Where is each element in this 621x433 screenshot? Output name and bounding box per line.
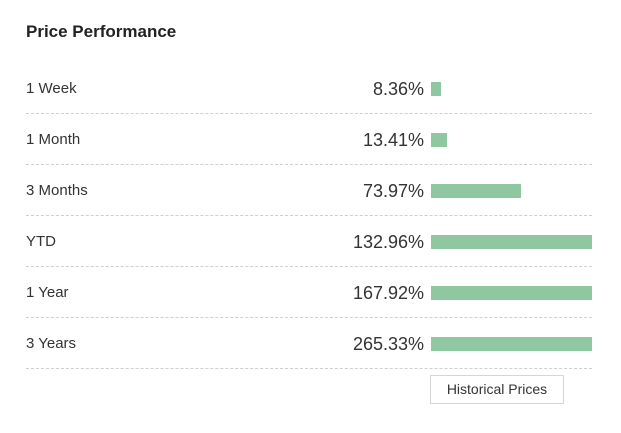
percent-change-value: 167.92% xyxy=(352,283,424,303)
performance-bar xyxy=(431,286,592,300)
period-label: 1 Week xyxy=(26,80,77,97)
percent-change-value: 265.33% xyxy=(352,334,424,354)
percent-change-value: 8.36% xyxy=(372,79,424,99)
performance-row-ytd: YTD 132.96% xyxy=(26,216,592,267)
performance-bar xyxy=(431,337,592,351)
performance-bar-track xyxy=(431,133,592,147)
performance-row-3-months: 3 Months 73.97% xyxy=(26,165,592,216)
performance-row-1-week: 1 Week 8.36% xyxy=(26,63,592,114)
performance-row-3-years: 3 Years 265.33% xyxy=(26,318,592,369)
panel-title: Price Performance xyxy=(26,22,177,41)
percent-change-value: 13.41% xyxy=(362,130,424,150)
performance-list: 1 Week 8.36% 1 Month 13.41% 3 Months 73.… xyxy=(26,63,592,369)
performance-bar xyxy=(431,82,442,96)
period-label: YTD xyxy=(26,233,56,250)
performance-bar-track xyxy=(431,286,592,300)
period-label: 1 Year xyxy=(26,284,69,301)
performance-row-1-month: 1 Month 13.41% xyxy=(26,114,592,165)
performance-bar-track xyxy=(431,235,592,249)
performance-bar xyxy=(431,235,592,249)
performance-bar xyxy=(431,133,448,147)
performance-bar xyxy=(431,184,521,198)
performance-row-1-year: 1 Year 167.92% xyxy=(26,267,592,318)
period-label: 3 Years xyxy=(26,335,77,352)
performance-bar-track xyxy=(431,337,592,351)
period-label: 1 Month xyxy=(26,131,81,148)
period-label: 3 Months xyxy=(26,182,88,199)
historical-prices-button[interactable]: Historical Prices xyxy=(430,375,564,404)
performance-bar-track xyxy=(431,184,592,198)
percent-change-value: 132.96% xyxy=(352,232,424,252)
percent-change-value: 73.97% xyxy=(362,181,424,201)
performance-bar-track xyxy=(431,82,592,96)
